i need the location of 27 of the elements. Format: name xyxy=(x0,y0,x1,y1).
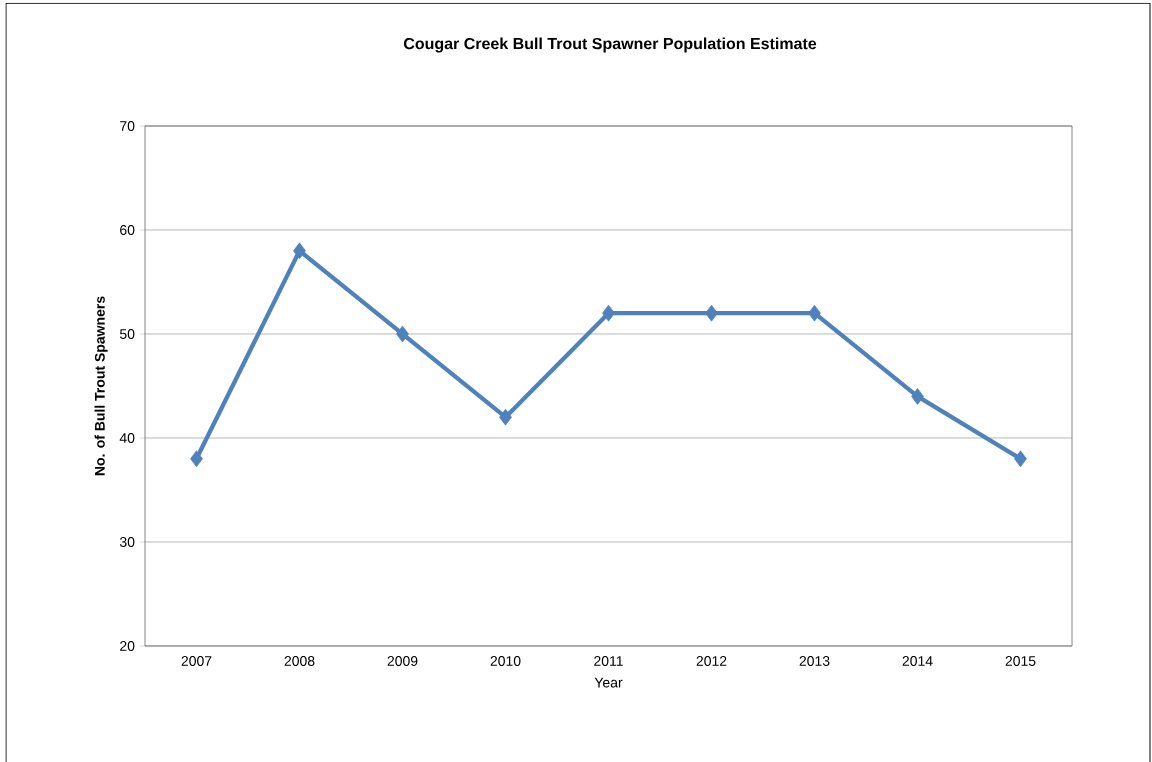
x-tick-label: 2012 xyxy=(696,656,727,666)
point xyxy=(705,304,718,322)
point xyxy=(602,304,615,322)
y-tick-label: 40 xyxy=(119,433,135,443)
y-tick-label: 70 xyxy=(120,121,135,131)
point xyxy=(190,450,203,468)
point xyxy=(1014,450,1027,468)
chart-title: Cougar Creek Bull Trout Spawner Population Estimate xyxy=(403,37,817,53)
point xyxy=(911,388,924,405)
point xyxy=(396,325,409,343)
point xyxy=(808,304,821,322)
y-tick-label: 60 xyxy=(120,225,135,235)
x-tick-label: 2015 xyxy=(1005,656,1036,666)
y-tick-label: 30 xyxy=(119,537,135,547)
x-tick-label: 2011 xyxy=(594,656,623,666)
x-tick-label: 2010 xyxy=(490,656,521,666)
y-axis-title: No. of Bull Trout Spawners xyxy=(94,296,108,476)
x-tick-label: 2009 xyxy=(387,656,418,666)
x-tick-label: 2008 xyxy=(284,656,315,666)
point xyxy=(293,242,306,260)
y-tick-label: 50 xyxy=(119,329,135,339)
x-tick-label: 2013 xyxy=(799,656,830,666)
y-tick-label: 20 xyxy=(120,641,135,651)
x-tick-label: 2007 xyxy=(181,656,212,666)
point xyxy=(499,408,512,426)
x-tick-label: 2014 xyxy=(902,656,933,666)
x-axis-title: Year xyxy=(594,677,623,688)
